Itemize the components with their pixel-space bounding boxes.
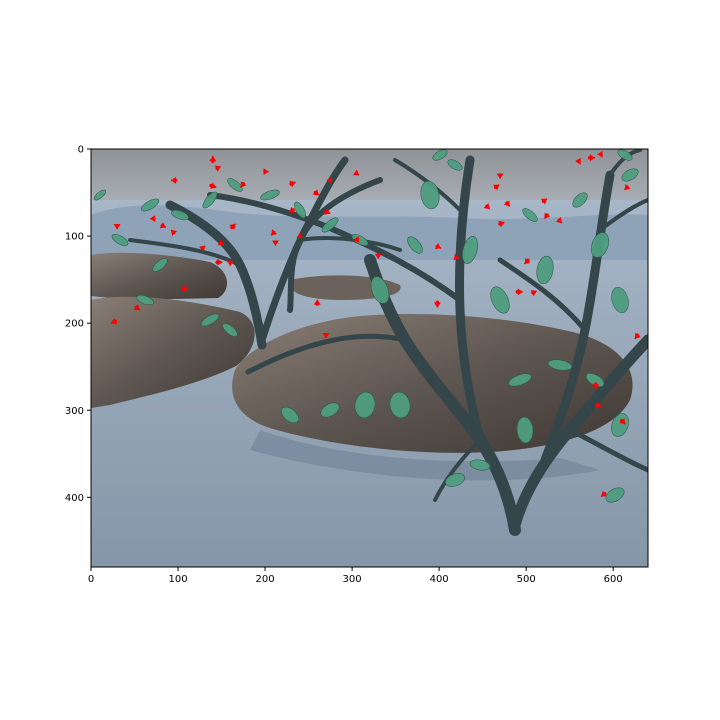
flow-arrow	[540, 197, 548, 205]
flow-arrow	[181, 284, 188, 292]
flow-arrow	[575, 157, 581, 165]
flow-arrow	[322, 332, 330, 338]
x-tick-label: 0	[88, 574, 94, 585]
flow-arrow	[133, 304, 141, 311]
flow-arrow	[214, 165, 222, 172]
x-tick-label: 600	[604, 574, 623, 585]
flow-arrow	[159, 222, 167, 229]
flow-arrow	[515, 288, 523, 296]
flow-arrow	[619, 418, 626, 425]
flow-arrow	[543, 212, 551, 220]
flow-arrow	[226, 260, 234, 266]
arrow-overlay	[110, 150, 641, 498]
flow-arrow	[496, 173, 504, 179]
rock-shadow	[250, 430, 600, 481]
flow-arrow	[634, 332, 641, 340]
rock-left-upper	[91, 252, 228, 300]
y-tick-label: 200	[65, 319, 84, 330]
flow-arrow	[272, 240, 280, 246]
flow-arrow	[353, 236, 360, 244]
flow-arrow	[530, 290, 537, 297]
x-tick-label: 200	[256, 574, 275, 585]
flow-arrow	[289, 180, 296, 188]
flow-arrow	[215, 258, 223, 266]
flow-arrow	[312, 189, 320, 196]
flow-arrow	[199, 245, 206, 252]
tree-leaves	[94, 149, 639, 503]
y-tick-label: 100	[65, 232, 84, 243]
flow-arrow	[263, 168, 269, 176]
axes-frame	[90, 148, 649, 568]
flow-arrow	[374, 253, 382, 259]
flow-arrow	[433, 300, 441, 308]
flow-arrow	[270, 229, 278, 236]
flow-arrow	[313, 299, 321, 306]
flow-arrow	[150, 215, 156, 223]
flow-arrow	[209, 155, 217, 163]
flow-arrow	[324, 208, 331, 215]
flow-arrow	[217, 239, 225, 246]
flow-arrow	[434, 242, 442, 250]
flow-arrow	[503, 200, 511, 207]
flow-arrow	[600, 490, 608, 498]
flow-arrow	[592, 382, 600, 390]
flow-arrow	[594, 401, 602, 408]
flow-arrow	[555, 217, 563, 224]
flow-arrow	[453, 253, 460, 261]
x-tick-label: 400	[430, 574, 449, 585]
flow-arrow	[587, 154, 595, 162]
flow-arrow	[288, 206, 296, 214]
y-axis: 0 100 200 300 400	[65, 145, 91, 504]
flow-arrow	[110, 318, 118, 325]
y-tick-label: 0	[78, 145, 84, 156]
flow-arrow	[240, 181, 247, 188]
flow-arrow	[113, 223, 121, 230]
flow-arrow	[483, 203, 491, 210]
flow-arrow	[171, 176, 178, 184]
x-tick-label: 300	[343, 574, 362, 585]
flow-arrow	[170, 229, 178, 236]
x-axis: 0 100 200 300 400 500 600	[88, 567, 623, 585]
flow-arrow	[597, 150, 603, 158]
flow-arrow	[352, 169, 360, 176]
flow-arrow	[623, 183, 631, 191]
photo-scene	[91, 149, 648, 567]
x-tick-label: 500	[517, 574, 536, 585]
y-tick-label: 400	[65, 493, 84, 504]
flow-arrow	[493, 184, 500, 191]
x-tick-label: 100	[168, 574, 187, 585]
flow-arrow	[296, 232, 303, 239]
flow-arrow	[498, 220, 505, 228]
flow-arrow	[229, 223, 237, 230]
flow-arrow	[209, 182, 217, 190]
flow-arrow	[326, 176, 333, 184]
rock-left-lower	[91, 296, 255, 408]
flow-arrow	[523, 257, 531, 265]
y-tick-label: 300	[65, 406, 84, 417]
